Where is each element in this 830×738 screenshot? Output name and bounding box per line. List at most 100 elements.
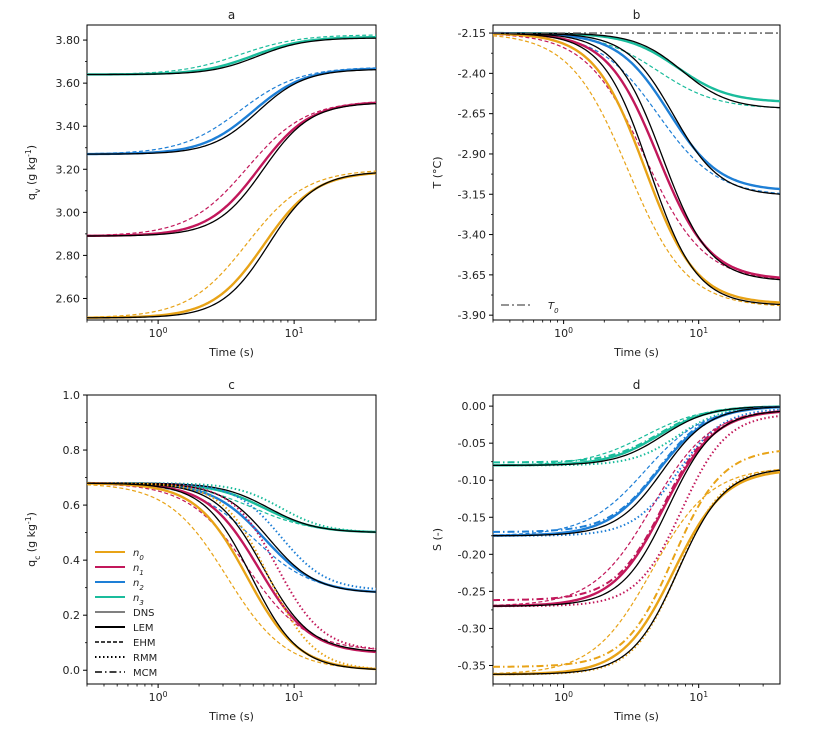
y-tick-label: 3.00	[56, 206, 81, 219]
panel-a: a 2.60 2.80 3.00 3.20 3.40 3.60 3.80 100 101 Time …	[24, 8, 377, 359]
y-tick-label: 3.40	[56, 120, 81, 133]
y-tick-label: 2.80	[56, 249, 81, 262]
x-tick-label: 100	[554, 326, 573, 341]
x-tick-label: 101	[689, 690, 708, 705]
lem-n2-curve	[493, 405, 780, 537]
mcm-n3-curve	[493, 405, 780, 464]
dns-n3-curve	[87, 37, 376, 76]
rmm-n1-curve	[493, 414, 780, 608]
y-tick-label: 0.0	[63, 664, 81, 677]
legend-label: MCM	[133, 668, 157, 679]
y-tick-label: -0.35	[458, 659, 486, 672]
x-axis-label: Time (s)	[208, 346, 254, 359]
x-axis-label: Time (s)	[613, 710, 659, 723]
panel-b: b -2.15 -2.40 -2.65 -2.90 -3.15 -3.40 -3.65 -3.9…	[431, 8, 781, 359]
lem-n1-curve	[493, 410, 780, 608]
y-axis-label: qc (g kg-1)	[24, 512, 42, 567]
x-tick-label: 100	[149, 326, 168, 341]
dns-n2-curve	[493, 32, 780, 195]
y-tick-label: -3.40	[458, 229, 486, 242]
y-tick-label: -3.15	[458, 188, 486, 201]
x-tick-label: 101	[285, 690, 304, 705]
axes-frame	[86, 394, 377, 685]
y-tick-label: 3.20	[56, 163, 81, 176]
lem-n1-curve	[493, 32, 780, 279]
x-tick-label: 100	[149, 690, 168, 705]
y-axis-label: qv (g kg-1)	[24, 145, 42, 200]
series-group	[493, 405, 780, 676]
panel-c: c 0.0 0.2 0.4 0.6 0.8 1.0 100 101 Time (s) qc (g k…	[24, 378, 377, 723]
x-tick-label: 100	[554, 690, 573, 705]
ehm-n1-curve	[87, 483, 376, 650]
mcm-n1-curve	[493, 410, 780, 602]
dns-n1-curve	[493, 410, 780, 607]
t0-legend-label: T0	[548, 301, 559, 315]
y-tick-label: 3.80	[56, 34, 81, 47]
y-tick-label: -2.65	[458, 108, 486, 121]
x-axis-label: Time (s)	[208, 710, 254, 723]
y-tick-label: 0.00	[462, 400, 487, 413]
lem-n0-curve	[493, 32, 780, 304]
ehm-n2-curve	[493, 33, 780, 194]
rmm-n3-curve	[493, 405, 780, 467]
ehm-n3-curve	[87, 34, 376, 75]
lem-n3-curve	[87, 35, 376, 76]
lem-n2-curve	[87, 67, 376, 156]
dns-n0-curve	[493, 469, 780, 675]
y-tick-label: -2.90	[458, 148, 486, 161]
series-group	[87, 34, 376, 319]
ehm-n2-curve	[87, 67, 376, 155]
y-tick-label: 0.6	[63, 499, 81, 512]
panel-d: d 0.00 -0.05 -0.10 -0.15 -0.20 -0.25 -0.30 -0.35…	[431, 378, 781, 723]
y-tick-label: -3.65	[458, 269, 486, 282]
y-tick-label: 0.4	[63, 554, 81, 567]
ehm-n1-curve	[87, 101, 376, 237]
y-tick-label: -2.40	[458, 67, 486, 80]
y-axis-label: S (-)	[431, 528, 444, 551]
panel-title: a	[228, 8, 235, 22]
dns-n0-curve	[493, 32, 780, 306]
dns-n0-curve	[87, 172, 376, 319]
y-tick-label: -0.30	[458, 622, 486, 635]
panel-title: b	[633, 8, 641, 22]
y-tick-label: -0.10	[458, 474, 486, 487]
legend-label: n0	[133, 548, 144, 562]
dns-n2-curve	[493, 406, 780, 537]
series-group	[87, 481, 376, 671]
rmm-n2-curve	[493, 408, 780, 537]
series-group	[493, 31, 780, 307]
lem-n0-curve	[87, 482, 376, 671]
ehm-n1-curve	[493, 410, 780, 606]
y-tick-label: 3.60	[56, 77, 81, 90]
y-tick-label: 1.0	[63, 389, 81, 402]
legend-label: DNS	[133, 608, 155, 619]
y-tick-label: 0.8	[63, 444, 81, 457]
y-tick-label: 2.60	[56, 292, 81, 305]
ehm-n0-curve	[87, 484, 376, 670]
axes-frame	[492, 394, 781, 685]
legend-label: LEM	[133, 623, 154, 634]
y-tick-label: -0.15	[458, 511, 486, 524]
lem-n0-curve	[87, 172, 376, 319]
legend-label: RMM	[133, 653, 157, 664]
y-tick-label: -2.15	[458, 27, 486, 40]
legend-label: n3	[133, 593, 144, 607]
panel-title: d	[633, 378, 641, 392]
legend-label: n2	[133, 578, 144, 592]
x-tick-label: 101	[285, 326, 304, 341]
dns-n2-curve	[87, 69, 376, 155]
ehm-n0-curve	[493, 468, 780, 675]
y-axis-label: T (°C)	[431, 157, 444, 190]
x-tick-label: 101	[689, 326, 708, 341]
dns-n1-curve	[87, 102, 376, 237]
lem-n1-curve	[87, 101, 376, 238]
dns-n3-curve	[493, 405, 780, 466]
y-tick-label: -0.20	[458, 548, 486, 561]
y-tick-label: -0.05	[458, 437, 486, 450]
dns-n1-curve	[493, 32, 780, 281]
legend-label: n1	[133, 563, 144, 577]
ehm-n2-curve	[493, 406, 780, 536]
panel-title: c	[228, 378, 235, 392]
